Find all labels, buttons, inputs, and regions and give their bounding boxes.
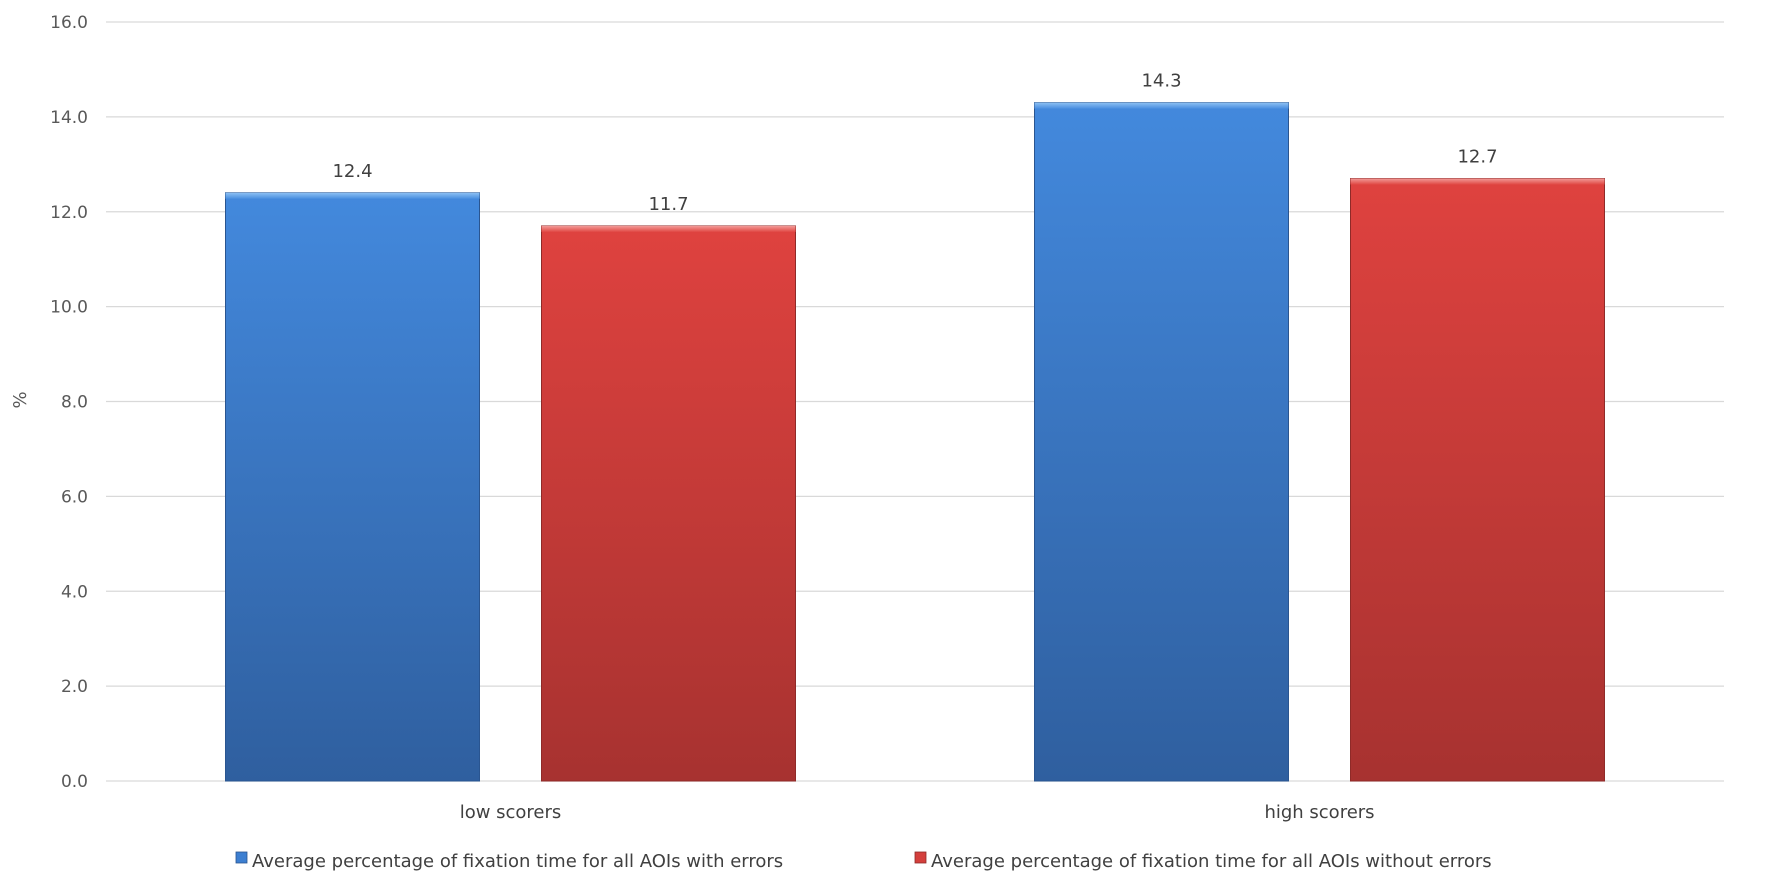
bar <box>541 225 796 782</box>
y-tick-label: 14.0 <box>50 108 88 128</box>
bar <box>1350 178 1605 782</box>
x-category-label: high scorers <box>1264 802 1374 823</box>
bar-cap <box>541 225 796 232</box>
y-tick-label: 12.0 <box>50 203 88 223</box>
bars <box>225 102 1605 782</box>
legend-swatch <box>914 851 927 864</box>
legend-label: Average percentage of fixation time for … <box>931 851 1492 872</box>
legend-swatch <box>235 851 248 864</box>
bar-cap <box>1350 178 1605 185</box>
bar-cap <box>1034 102 1289 109</box>
y-tick-label: 2.0 <box>61 677 88 697</box>
y-axis-title: % <box>10 391 31 408</box>
legend: Average percentage of fixation time for … <box>235 851 1492 872</box>
y-tick-label: 10.0 <box>50 298 88 318</box>
y-tick-label: 0.0 <box>61 772 88 792</box>
data-label: 11.7 <box>648 194 688 215</box>
data-label: 12.7 <box>1457 147 1497 168</box>
y-tick-label: 8.0 <box>61 393 88 413</box>
x-category-label: low scorers <box>460 802 562 823</box>
bar <box>225 192 480 782</box>
y-tick-label: 4.0 <box>61 582 88 602</box>
y-tick-label: 6.0 <box>61 487 88 507</box>
data-labels: 12.4 11.7 14.3 12.7 <box>332 71 1497 215</box>
data-label: 14.3 <box>1141 71 1181 92</box>
y-axis-ticks: 0.0 2.0 4.0 6.0 8.0 10.0 12.0 14.0 16.0 <box>50 13 88 792</box>
y-tick-label: 16.0 <box>50 13 88 33</box>
x-axis-categories: low scorers high scorers <box>460 802 1375 823</box>
data-label: 12.4 <box>332 161 372 182</box>
bar <box>1034 102 1289 782</box>
legend-label: Average percentage of fixation time for … <box>252 851 783 872</box>
bar-cap <box>225 192 480 199</box>
